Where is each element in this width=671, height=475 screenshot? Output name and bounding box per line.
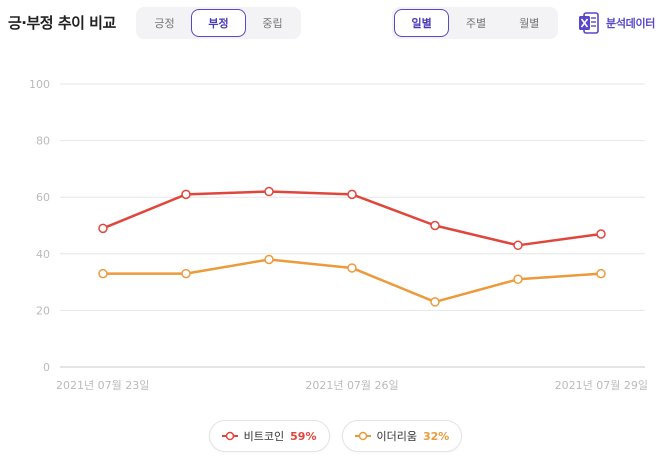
y-tick-label: 60 [36, 191, 50, 204]
y-tick-label: 20 [36, 304, 50, 317]
tab-negative[interactable]: 부정 [191, 9, 246, 37]
chart-header: 긍·부정 추이 비교 긍정 부정 중립 일별 주별 월별 분석데이터 [0, 0, 671, 48]
excel-icon [579, 12, 599, 34]
legend-item-bitcoin[interactable]: 비트코인 59% [208, 420, 330, 452]
x-tick-label: 2021년 07월 26일 [305, 378, 398, 392]
tab-positive[interactable]: 긍정 [154, 17, 175, 30]
y-tick-label: 0 [43, 361, 50, 374]
legend-marker-bitcoin-icon [221, 431, 238, 441]
data-point [181, 189, 191, 200]
chart-legend: 비트코인 59% 이더리움 32% [0, 420, 671, 452]
legend-label: 비트코인 [243, 430, 285, 443]
analysis-data-label: 분석데이터 [606, 17, 656, 30]
line-chart: 0 20 40 60 80 100 2021년 07월 23일 2021년 07월 26일 20… [29, 78, 648, 392]
data-point [181, 268, 191, 279]
legend-item-ethereum[interactable]: 이더리움 32% [341, 420, 463, 452]
y-tick-label: 100 [29, 78, 50, 91]
data-point [264, 254, 274, 265]
legend-percent: 59% [290, 429, 317, 443]
sentiment-toggle: 긍정 부정 중립 [136, 7, 301, 39]
data-point [98, 223, 108, 234]
series-line-1 [102, 190, 602, 247]
data-point [347, 189, 357, 200]
x-tick-label: 2021년 07월 23일 [56, 378, 149, 392]
tab-neutral[interactable]: 중립 [262, 17, 283, 30]
analysis-data-button[interactable]: 분석데이터 [578, 10, 655, 36]
page-title: 긍·부정 추이 비교 [8, 14, 116, 32]
data-point [98, 268, 108, 279]
data-point [596, 268, 606, 279]
data-point [430, 297, 440, 307]
y-tick-label: 40 [36, 248, 50, 261]
y-tick-label: 80 [36, 135, 50, 148]
data-point [596, 229, 606, 239]
period-toggle: 일별 주별 월별 [392, 7, 558, 39]
data-point [513, 240, 523, 251]
data-point [513, 274, 523, 285]
data-point [430, 220, 440, 231]
legend-marker-ethereum-icon [354, 431, 371, 441]
data-point [264, 186, 274, 197]
x-tick-label: 2021년 07월 29일 [555, 378, 648, 392]
tab-monthly[interactable]: 월별 [519, 17, 540, 30]
legend-percent: 32% [422, 429, 450, 443]
data-point [347, 263, 357, 273]
legend-label: 이더리움 [376, 430, 417, 443]
tab-daily[interactable]: 일별 [394, 9, 450, 37]
tab-weekly[interactable]: 주별 [465, 17, 487, 30]
